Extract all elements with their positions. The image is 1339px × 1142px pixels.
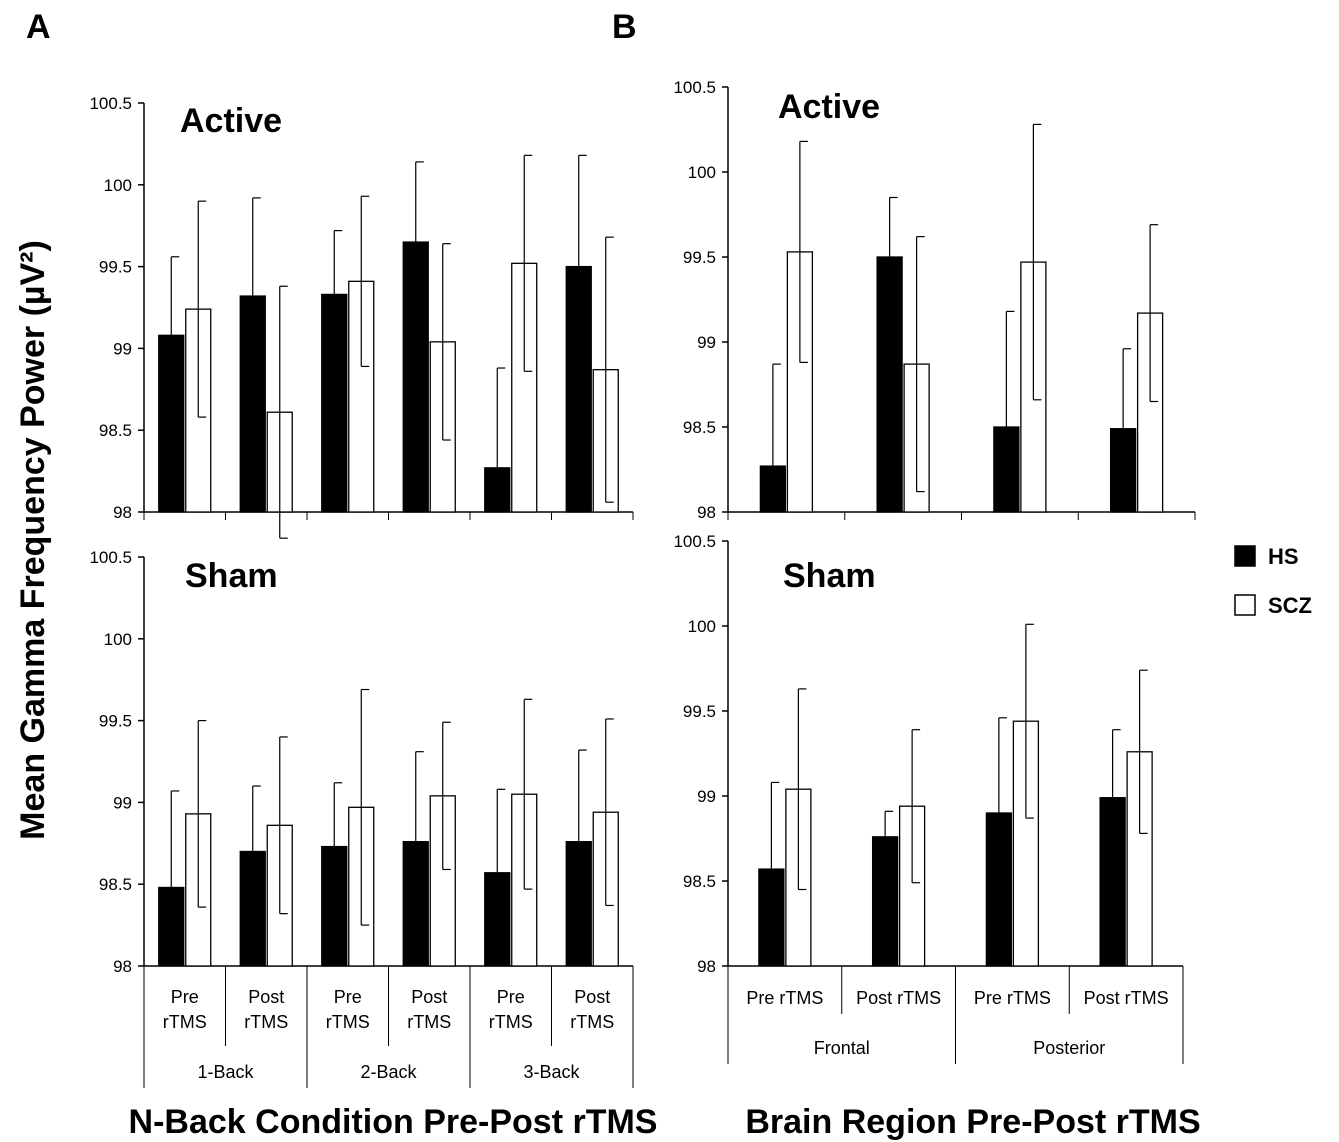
y-tick-label: 99 [113, 339, 132, 358]
x-group-label: 2-Back [360, 1062, 417, 1082]
y-tick-label: 100.5 [89, 548, 132, 567]
x-category-label-line2: rTMS [489, 1012, 533, 1032]
bar-hs [484, 872, 511, 967]
y-tick-label: 98 [113, 957, 132, 976]
chart-title: Sham [185, 557, 278, 595]
y-tick-label: 98.5 [683, 872, 716, 891]
y-axis-title: Mean Gamma Frequency Power (µV²) [14, 240, 52, 840]
y-tick-label: 98 [697, 503, 716, 522]
y-tick-label: 99 [113, 793, 132, 812]
x-category-label: Post rTMS [856, 988, 941, 1008]
chart-b-active: Active 98 98.5 99 99.5 100 100.5 [673, 78, 1196, 522]
legend-swatch-hs [1234, 545, 1256, 567]
bar-hs [759, 465, 787, 513]
chart-title: Active [778, 88, 880, 126]
bar-hs [239, 850, 266, 967]
panel-letter-b: B [612, 8, 637, 46]
y-tick-label: 99.5 [99, 258, 132, 277]
y-tick-label: 99.5 [683, 248, 716, 267]
x-category-label: Pre rTMS [746, 988, 823, 1008]
panel-letter-a: A [26, 8, 51, 46]
chart-a-active: Active 98 98.5 99 99.5 100 100.5 [89, 94, 634, 539]
bar-hs [158, 886, 185, 967]
y-tick-label: 99.5 [683, 702, 716, 721]
x-group-label: Frontal [814, 1038, 870, 1058]
x-category-label-line1: Post [574, 987, 610, 1007]
legend-label-scz: SCZ [1268, 593, 1312, 618]
bar-hs [402, 241, 429, 513]
bar-hs [1109, 428, 1137, 513]
chart-b-sham: Sham 98 98.5 99 99.5 100 100.5 Pre rTMS Post rTM… [673, 532, 1184, 1064]
x-category-label-line1: Pre [171, 987, 199, 1007]
x-group-label: 3-Back [523, 1062, 580, 1082]
y-tick-label: 99 [697, 787, 716, 806]
y-tick-label: 98.5 [99, 875, 132, 894]
bar-hs [158, 334, 185, 513]
chart-title: Sham [783, 557, 876, 595]
y-tick-label: 100 [688, 617, 716, 636]
x-category-label-line2: rTMS [244, 1012, 288, 1032]
y-tick-label: 98.5 [99, 421, 132, 440]
x-category-label-line2: rTMS [326, 1012, 370, 1032]
bar-hs [321, 845, 348, 967]
bar-hs [985, 812, 1013, 967]
y-tick-label: 99.5 [99, 712, 132, 731]
bar-hs [239, 295, 266, 513]
y-tick-label: 98.5 [683, 418, 716, 437]
bar-hs [993, 426, 1020, 513]
x-category-label-line1: Post [248, 987, 284, 1007]
x-category-label-line2: rTMS [570, 1012, 614, 1032]
y-tick-label: 100 [688, 163, 716, 182]
x-category-label-line2: rTMS [163, 1012, 207, 1032]
bar-hs [565, 841, 592, 967]
legend-swatch-scz [1234, 594, 1256, 616]
x-axis-title-b: Brain Region Pre-Post rTMS [745, 1103, 1200, 1141]
x-axis-title-a: N-Back Condition Pre-Post rTMS [129, 1103, 658, 1141]
y-tick-label: 100.5 [673, 532, 716, 551]
y-tick-label: 100.5 [89, 94, 132, 113]
x-category-label-line1: Pre [497, 987, 525, 1007]
bar-hs [484, 467, 511, 513]
chart-title: Active [180, 102, 282, 140]
x-group-label: Posterior [1033, 1038, 1105, 1058]
y-tick-label: 100 [104, 630, 132, 649]
bar-hs [565, 265, 592, 513]
x-category-label-line1: Pre [334, 987, 362, 1007]
x-group-label: 1-Back [197, 1062, 254, 1082]
bar-hs [402, 841, 429, 967]
bar-hs [876, 256, 903, 513]
x-category-label: Post rTMS [1084, 988, 1169, 1008]
bar-hs [1099, 797, 1126, 967]
x-category-label-line1: Post [411, 987, 447, 1007]
y-tick-label: 98 [113, 503, 132, 522]
y-tick-label: 98 [697, 957, 716, 976]
x-category-label: Pre rTMS [974, 988, 1051, 1008]
y-tick-label: 100.5 [673, 78, 716, 97]
bar-hs [321, 293, 348, 513]
legend-label-hs: HS [1268, 544, 1299, 569]
y-tick-label: 100 [104, 176, 132, 195]
bar-hs [758, 868, 785, 967]
legend: HS SCZ [1234, 544, 1312, 618]
bar-hs [871, 836, 899, 967]
y-tick-label: 99 [697, 333, 716, 352]
chart-a-sham: Sham 98 98.5 99 99.5 100 100.5 Pre rTMS Post rTMS P… [89, 548, 634, 1088]
x-category-label-line2: rTMS [407, 1012, 451, 1032]
